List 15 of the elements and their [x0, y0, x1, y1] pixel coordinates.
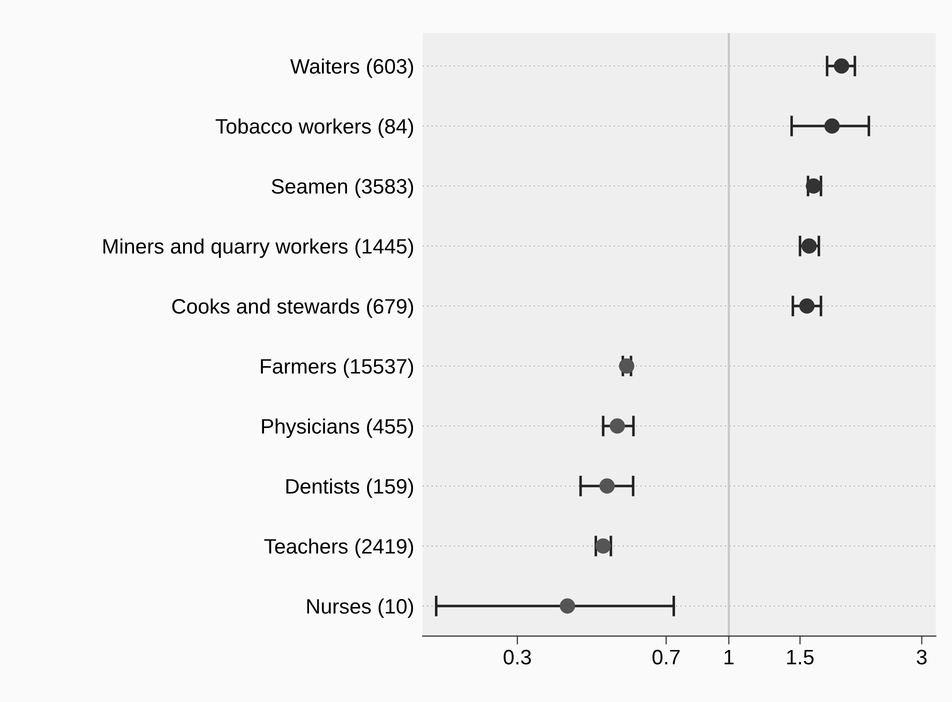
y-tick-label: Nurses (10) — [307, 598, 414, 618]
y-tick-label: Teachers (2419) — [264, 538, 414, 558]
y-tick-label: Miners and quarry workers (1445) — [103, 238, 414, 258]
y-tick-label: Farmers (15537) — [260, 358, 414, 378]
y-tick-label: Tobacco workers (84) — [216, 118, 414, 138]
y-tick-label: Waiters (603) — [290, 58, 414, 78]
y-tick-label: Seamen (3583) — [272, 178, 414, 198]
x-tick-label: 0.3 — [504, 650, 531, 665]
y-tick-label: Dentists (159) — [286, 478, 414, 498]
y-tick-label: Physicians (455) — [262, 418, 414, 438]
x-tick-label: 3 — [916, 650, 927, 665]
x-tick-label: 1 — [724, 650, 734, 664]
x-tick-label: 0.7 — [652, 650, 680, 665]
y-tick-label: Cooks and stewards (679) — [172, 298, 414, 318]
x-tick-label: 1.5 — [787, 650, 814, 665]
